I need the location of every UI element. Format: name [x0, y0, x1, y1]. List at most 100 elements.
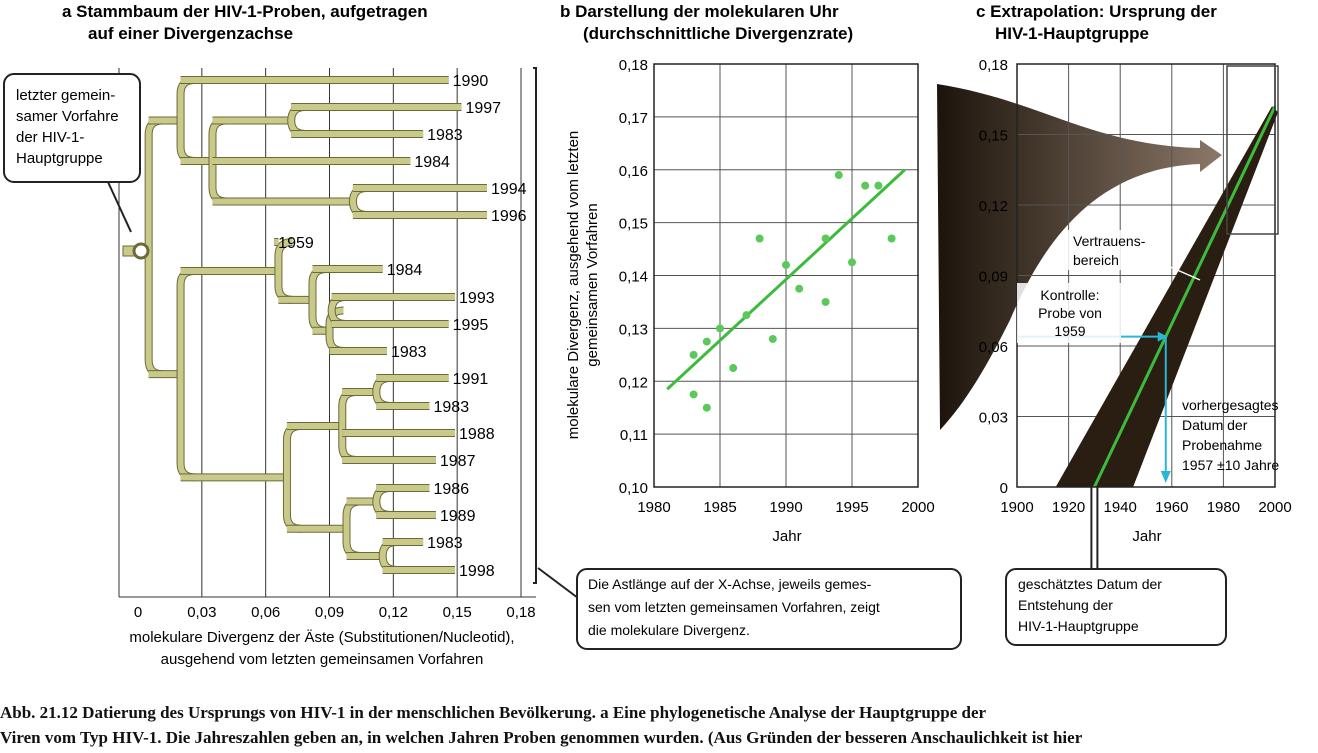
- control-label-bg: [1017, 283, 1121, 343]
- panel-b-data-point: [795, 284, 804, 293]
- figure-canvas: a Stammbaum der HIV-1-Proben, aufgetrage…: [3, 2, 1292, 668]
- panel-a: a Stammbaum der HIV-1-Proben, aufgetrage…: [3, 2, 962, 668]
- panel-b-y-tick-label: 0,17: [619, 110, 648, 127]
- callout-root-line1: letzter gemein-: [16, 87, 115, 104]
- control-label-line1: Kontrolle:: [1040, 287, 1099, 303]
- callout-axis-box: [576, 568, 962, 650]
- tree-leaf-year: 1991: [453, 371, 489, 388]
- panel-c-xlabel: Jahr: [1132, 528, 1161, 545]
- panel-b-y-tick-label: 0,11: [620, 427, 648, 444]
- panel-b-data-point: [821, 234, 830, 243]
- predicted-label-line1: vorhergesagtes: [1182, 397, 1279, 413]
- extrapolation-funnel-arrow: [937, 84, 1222, 430]
- panel-b-y-tick-label: 0,16: [619, 163, 648, 180]
- tree-node-connector: [177, 267, 195, 481]
- panel-b-data-point: [702, 337, 711, 346]
- control-label-line3: 1959: [1054, 323, 1085, 339]
- control-label-line2: Probe von: [1038, 305, 1102, 321]
- panel-c-annotations: [1017, 331, 1171, 569]
- predicted-label-line2: Datum der: [1182, 417, 1248, 433]
- panel-b: b Darstellung der molekularen Uhr (durch…: [560, 2, 935, 545]
- panel-b-x-tick-label: 1990: [769, 499, 802, 516]
- tree-leaf-year: 1984: [387, 262, 423, 279]
- root-node-marker: [132, 242, 150, 260]
- panel-b-data-point: [821, 297, 830, 306]
- panel-c: c Extrapolation: Ursprung der HIV-1-Haup…: [937, 2, 1292, 646]
- tree-axis-label-line1: molekulare Divergenz der Äste (Substitut…: [129, 629, 514, 646]
- panel-c-y-tick-label: 0: [1000, 480, 1008, 497]
- callout-root-line3: der HIV-1-: [16, 129, 84, 146]
- callout-origin-box: [1005, 568, 1227, 646]
- tree-node-connector: [379, 539, 397, 573]
- tree-node-connector: [343, 498, 361, 559]
- panel-c-x-tick-label: 1980: [1207, 499, 1240, 516]
- confidence-label-leader: [1149, 257, 1201, 281]
- tree-axis-label-line2: ausgehend vom letzten gemeinsamen Vorfah…: [161, 651, 484, 668]
- panel-b-data-point: [887, 234, 896, 243]
- panel-c-y-tick-label: 0,12: [979, 198, 1008, 215]
- caption-line2: Viren vom Typ HIV-1. Die Jahreszahlen ge…: [0, 728, 1083, 747]
- panel-b-title-line2: (durchschnittliche Divergenzrate): [583, 24, 853, 43]
- panel-c-title-line2: HIV-1-Hauptgruppe: [995, 24, 1149, 43]
- panel-c-y-tick-label: 0,15: [979, 128, 1008, 145]
- tree-node-connector: [145, 117, 163, 378]
- figure-caption: Abb. 21.12 Datierung des Ursprungs von H…: [0, 700, 1312, 750]
- control-arrow-head: [1157, 331, 1168, 342]
- panel-c-grid: [1017, 64, 1275, 487]
- confidence-label-bg: [1068, 230, 1168, 270]
- callout-axis-pointer: [537, 567, 579, 599]
- panel-b-data-point: [874, 181, 883, 190]
- panel-b-y-tick-label: 0,14: [619, 269, 648, 286]
- panel-b-data-point: [782, 260, 790, 269]
- callout-origin-line1: geschätztes Datum der: [1018, 576, 1162, 592]
- tree-right-bracket: [533, 67, 537, 584]
- callout-origin-line2: Entstehung der: [1018, 597, 1113, 613]
- tree-x-tick-label: 0,06: [251, 604, 280, 621]
- panel-b-data-point: [689, 390, 698, 399]
- panel-b-trend-line: [666, 168, 906, 391]
- tree-leaf-year: 1989: [440, 508, 476, 525]
- panel-b-data-point: [768, 334, 777, 343]
- panel-a-title-line2: auf einer Divergenzachse: [88, 24, 293, 43]
- panel-b-x-tick-label: 1995: [835, 499, 868, 516]
- tree-node-connector: [309, 266, 327, 334]
- predicted-label-line3: Probenahme: [1182, 437, 1262, 453]
- tree-leaf-year: 1998: [459, 563, 495, 580]
- tree-leaf-year: 1997: [465, 100, 501, 117]
- panel-b-data-point: [834, 171, 843, 180]
- tree-leaf-year: 1983: [427, 535, 463, 552]
- tree-leaf-year: 1993: [459, 290, 495, 307]
- tree-x-tick-label: 0,09: [315, 604, 344, 621]
- panel-c-ticks: 0 0,03 0,06 0,09 0,12 0,15 0,18 1900 1920 1940 196…: [979, 57, 1292, 516]
- confidence-label-line1: Vertrauens-: [1073, 233, 1146, 249]
- tree-node-connector: [339, 389, 357, 463]
- tree-leaf-year: 1983: [391, 344, 427, 361]
- panel-c-y-tick-label: 0,18: [979, 57, 1008, 74]
- panel-c-x-tick-label: 1920: [1052, 499, 1085, 516]
- panel-b-y-tick-label: 0,10: [619, 480, 648, 497]
- tree-leaf-year: 1959: [278, 235, 314, 252]
- tree-leaf-year: 1995: [453, 317, 489, 334]
- tree-leaf-year: 1983: [434, 399, 470, 416]
- panel-b-data-point: [742, 311, 751, 320]
- panel-b-data-point: [729, 364, 738, 373]
- tree-leaf-labels: 1990199719831984199419961959198419931995…: [278, 73, 526, 580]
- panel-b-title-line1: b Darstellung der molekularen Uhr: [560, 2, 839, 21]
- tree-x-tick-label: 0,18: [506, 604, 535, 621]
- tree-branches: [144, 76, 487, 574]
- panel-c-y-tick-label: 0,03: [979, 410, 1008, 427]
- panel-c-x-tick-label: 2000: [1258, 499, 1291, 516]
- panel-b-ylabel-line2: gemeinsamen Vorfahren: [584, 203, 601, 366]
- panel-b-data-point: [848, 258, 856, 267]
- confidence-band: [1055, 106, 1278, 488]
- panel-b-data-point: [861, 181, 870, 190]
- panel-b-grid: [654, 64, 918, 487]
- callout-origin-line3: HIV-1-Hauptgruppe: [1018, 618, 1139, 634]
- confidence-label-line2: bereich: [1073, 252, 1119, 268]
- tree-leaf-year: 1983: [427, 127, 463, 144]
- panel-b-ticks: 0,10 0,11 0,12 0,13 0,14 0,15 0,16 0,17 0,18 1980…: [619, 57, 935, 516]
- callout-axis-line1: Die Astlänge auf der X-Achse, jeweils ge…: [588, 576, 872, 592]
- panel-a-title-line1: a Stammbaum der HIV-1-Proben, aufgetrage…: [62, 2, 428, 21]
- panel-b-x-tick-label: 1985: [703, 499, 736, 516]
- tree-leaf-year: 1984: [414, 154, 450, 171]
